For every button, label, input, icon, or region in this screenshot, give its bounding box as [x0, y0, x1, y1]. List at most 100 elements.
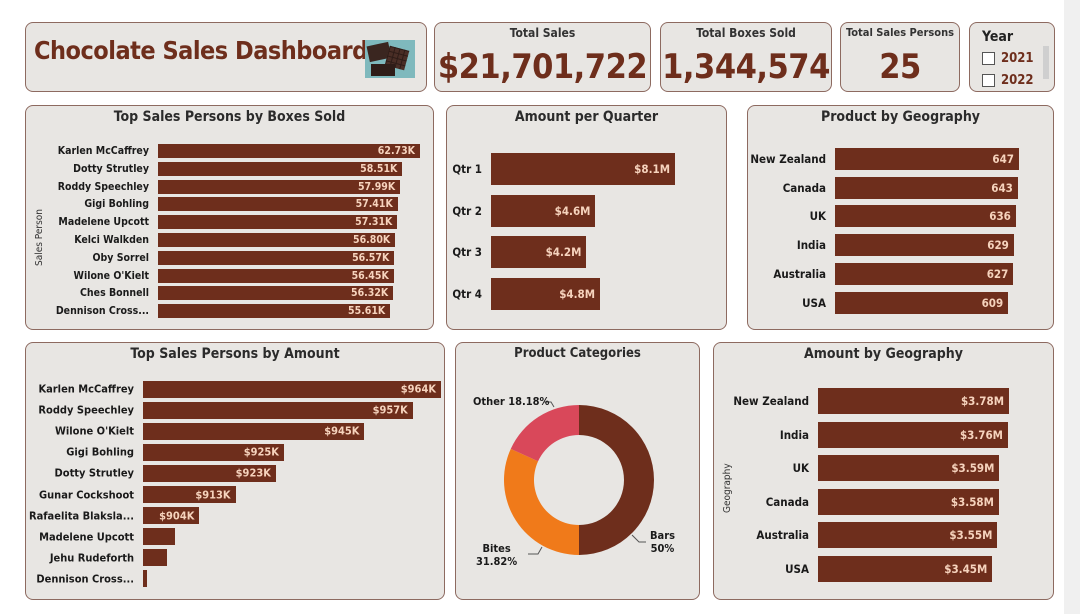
- data-label: $3.59M: [951, 461, 995, 476]
- bar[interactable]: 58.51K: [158, 161, 403, 176]
- bar[interactable]: $964K: [143, 380, 441, 398]
- category-label: New Zealand: [750, 152, 826, 166]
- category-label: Dotty Strutley: [73, 162, 149, 175]
- data-label: $3.76M: [959, 427, 1003, 442]
- bar[interactable]: 627: [835, 262, 1014, 285]
- slice-bites[interactable]: [504, 448, 579, 555]
- bar[interactable]: $904K: [143, 507, 200, 525]
- data-label: $945K: [324, 424, 360, 438]
- category-label: Roddy Speechley: [57, 180, 149, 193]
- category-label: India: [796, 238, 826, 253]
- data-label: 57.99K: [357, 180, 396, 193]
- category-label: Rafaelita Blaksla...: [28, 509, 134, 523]
- bar[interactable]: $3.55M: [818, 522, 998, 549]
- checkbox[interactable]: [982, 74, 995, 87]
- year-option-2021[interactable]: 2021: [982, 51, 1034, 66]
- slice-bars[interactable]: [579, 405, 654, 555]
- bar[interactable]: $4.6M: [491, 194, 596, 227]
- data-label: $4.6M: [554, 203, 591, 218]
- category-label: Qtr 4: [452, 286, 482, 301]
- data-label: 58.51K: [360, 162, 398, 175]
- product-categories-chart: Product Categories Other 18.18% Bites 31.…: [455, 342, 700, 600]
- bar[interactable]: 57.41K: [158, 197, 398, 212]
- bar[interactable]: $957K: [143, 401, 413, 419]
- bar[interactable]: $923K: [143, 464, 276, 482]
- category-label: India: [779, 427, 809, 442]
- data-label: $4.2M: [545, 245, 582, 259]
- category-label: New Zealand: [733, 394, 809, 408]
- bar[interactable]: $913K: [143, 486, 236, 503]
- bar[interactable]: $945K: [143, 422, 365, 440]
- category-label: Karlen McCaffrey: [38, 382, 134, 396]
- category-label: Kelci Walkden: [74, 234, 149, 246]
- amount-per-quarter-chart: Amount per Quarter Qtr 1 $8.1M Qtr 2 $4.6M Q…: [446, 105, 727, 330]
- bar[interactable]: 57.31K: [158, 215, 398, 230]
- bar[interactable]: 62.73K: [158, 144, 420, 158]
- bar[interactable]: 56.80K: [158, 233, 396, 247]
- data-label: $3.58M: [950, 494, 994, 509]
- bar[interactable]: 57.99K: [158, 179, 401, 194]
- category-label: UK: [809, 209, 826, 224]
- category-label: Wilone O'Kielt: [54, 424, 134, 438]
- data-label: 636: [989, 209, 1011, 224]
- bar[interactable]: 629: [835, 234, 1014, 257]
- bar[interactable]: 56.45K: [158, 268, 394, 283]
- bar[interactable]: $3.78M: [818, 388, 1009, 414]
- chart-title: Amount per Quarter: [514, 109, 659, 125]
- category-label: Jehu Rudeforth: [49, 551, 134, 565]
- total-boxes-card: Total Boxes Sold 1,344,574: [660, 22, 832, 92]
- category-label: USA: [802, 295, 826, 310]
- bar[interactable]: $4.8M: [491, 277, 601, 310]
- bar[interactable]: 56.32K: [158, 286, 394, 301]
- bar[interactable]: $3.45M: [818, 556, 993, 582]
- bar[interactable]: [143, 549, 168, 567]
- bar[interactable]: $3.76M: [818, 421, 1008, 448]
- category-label: Qtr 2: [452, 203, 482, 218]
- total-sales-value: $21,701,722: [437, 47, 648, 87]
- bar[interactable]: 647: [835, 148, 1019, 170]
- data-label: 609: [981, 295, 1004, 310]
- checkbox[interactable]: [982, 52, 995, 65]
- year-slicer-title: Year: [982, 29, 1014, 45]
- bar[interactable]: 55.61K: [158, 304, 391, 319]
- leader-line: [631, 534, 646, 543]
- category-label: Wilone O'Kielt: [73, 269, 149, 282]
- bar[interactable]: 636: [835, 205, 1016, 228]
- label-bars-name: Bars: [650, 529, 675, 542]
- bar[interactable]: $3.58M: [818, 488, 999, 515]
- dashboard-title: Chocolate Sales Dashboard: [34, 36, 368, 65]
- category-label: Australia: [773, 266, 826, 281]
- slicer-scrollbar[interactable]: [1043, 46, 1049, 79]
- slice-other[interactable]: [510, 405, 579, 462]
- bar[interactable]: 56.57K: [158, 250, 395, 265]
- category-label: Dennison Cross...: [55, 305, 149, 318]
- category-label: Dotty Strutley: [54, 466, 134, 480]
- data-label: 55.61K: [348, 305, 386, 318]
- data-label: 62.73K: [377, 145, 415, 157]
- bar[interactable]: 609: [835, 291, 1009, 314]
- category-label: Madelene Upcott: [58, 216, 149, 229]
- label-bites-pct: 31.82%: [476, 555, 518, 568]
- bar[interactable]: $4.2M: [491, 236, 587, 268]
- data-label: 627: [986, 266, 1009, 281]
- label-bites: Bites 31.82%: [476, 542, 517, 568]
- data-label: 629: [987, 238, 1009, 253]
- total-persons-value: 25: [879, 47, 921, 87]
- bar[interactable]: $3.59M: [818, 455, 1000, 482]
- leader-line: [544, 401, 555, 408]
- bar[interactable]: $925K: [143, 443, 284, 461]
- category-label: Gigi Bohling: [66, 445, 134, 459]
- category-label: Gigi Bohling: [84, 198, 149, 211]
- data-label: 56.57K: [352, 251, 390, 264]
- boxes-sold-chart: Top Sales Persons by Boxes Sold Sales Pe…: [25, 105, 434, 330]
- bar[interactable]: [143, 570, 148, 588]
- data-label: $3.55M: [949, 528, 993, 543]
- bar[interactable]: [143, 528, 176, 546]
- year-option-2022[interactable]: 2022: [982, 73, 1034, 88]
- total-persons-card: Total Sales Persons 25: [840, 22, 960, 92]
- data-label: 57.41K: [355, 198, 393, 211]
- page-scrollbar[interactable]: [1064, 0, 1080, 614]
- data-label: $4.8M: [559, 286, 596, 301]
- bar[interactable]: $8.1M: [491, 153, 675, 185]
- bar[interactable]: 643: [835, 176, 1018, 199]
